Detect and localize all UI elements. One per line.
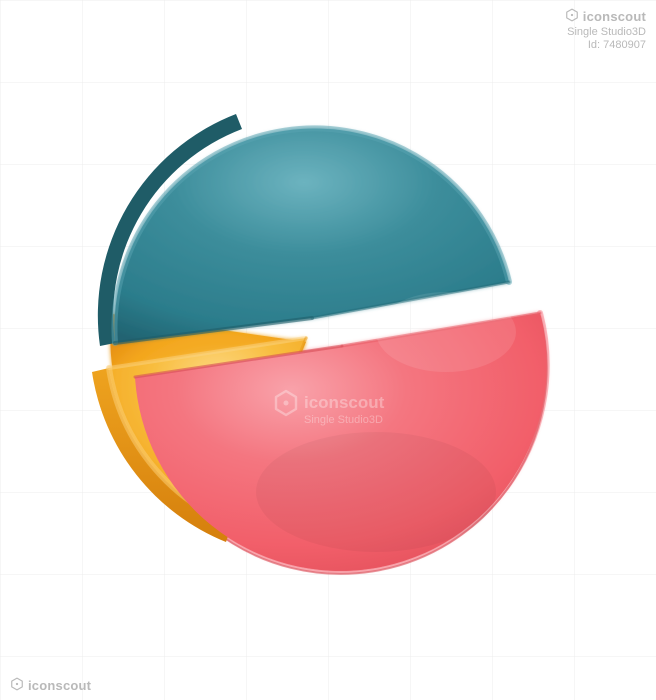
hexagon-logo-icon (10, 677, 24, 694)
watermark-top-right: iconscout Single Studio3D Id: 7480907 (565, 8, 646, 51)
center-watermark-author: Single Studio3D (304, 414, 383, 426)
hexagon-logo-icon (565, 8, 579, 25)
canvas: iconscout Single Studio3D iconscout Sing… (0, 0, 656, 700)
pie-chart: iconscout Single Studio3D (88, 96, 568, 576)
watermark-bottom-left: iconscout (10, 677, 91, 694)
watermark-top-author: Single Studio3D (565, 26, 646, 38)
watermark-bottom-brand: iconscout (28, 678, 91, 693)
center-watermark-brand: iconscout (304, 393, 385, 412)
watermark-top-brand: iconscout (583, 10, 646, 24)
watermark-top-id: Id: 7480907 (565, 39, 646, 51)
